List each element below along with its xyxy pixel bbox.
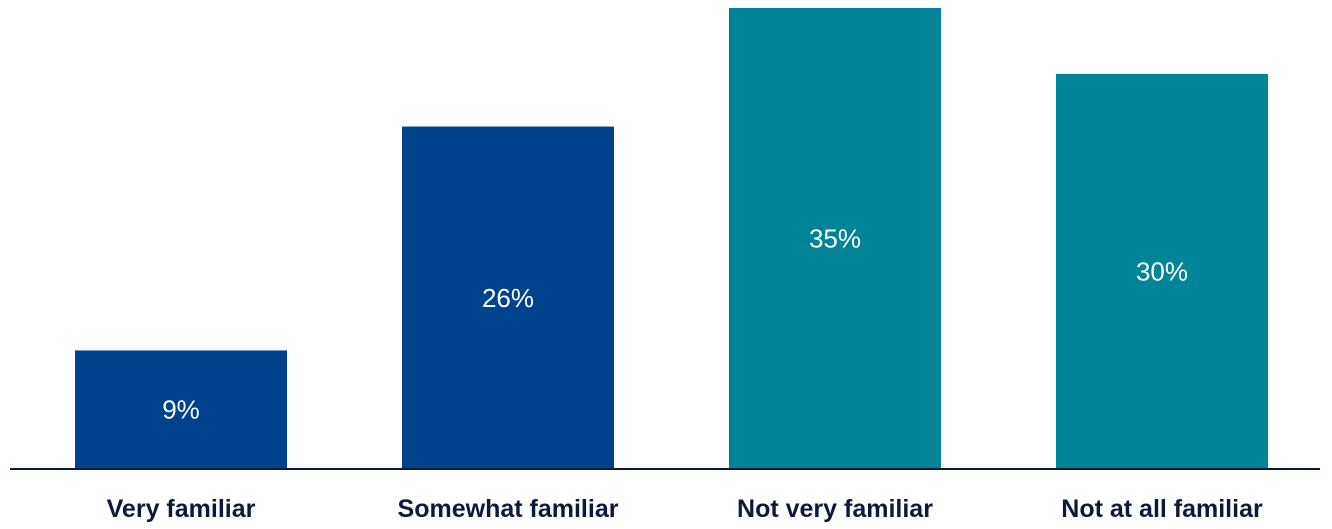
bar-3 xyxy=(729,8,941,469)
bar-value-label-1: 9% xyxy=(162,395,200,425)
bar-value-label-3: 35% xyxy=(809,224,861,254)
bar-value-label-2: 26% xyxy=(482,283,534,313)
bar-1 xyxy=(75,350,287,469)
category-label-4: Not at all familiar xyxy=(1061,495,1263,523)
bar-value-label-4: 30% xyxy=(1136,256,1188,286)
bars-group xyxy=(75,8,1268,470)
category-label-2: Somewhat familiar xyxy=(398,495,619,523)
bar-2 xyxy=(402,126,614,470)
value-labels-group: 9% 26% 35% 30% xyxy=(162,224,1188,425)
bar-4 xyxy=(1056,73,1268,469)
category-label-1: Very familiar xyxy=(107,495,256,523)
category-labels-group: Very familiar Somewhat familiar Not very f… xyxy=(107,495,1263,523)
category-label-3: Not very familiar xyxy=(737,495,933,523)
